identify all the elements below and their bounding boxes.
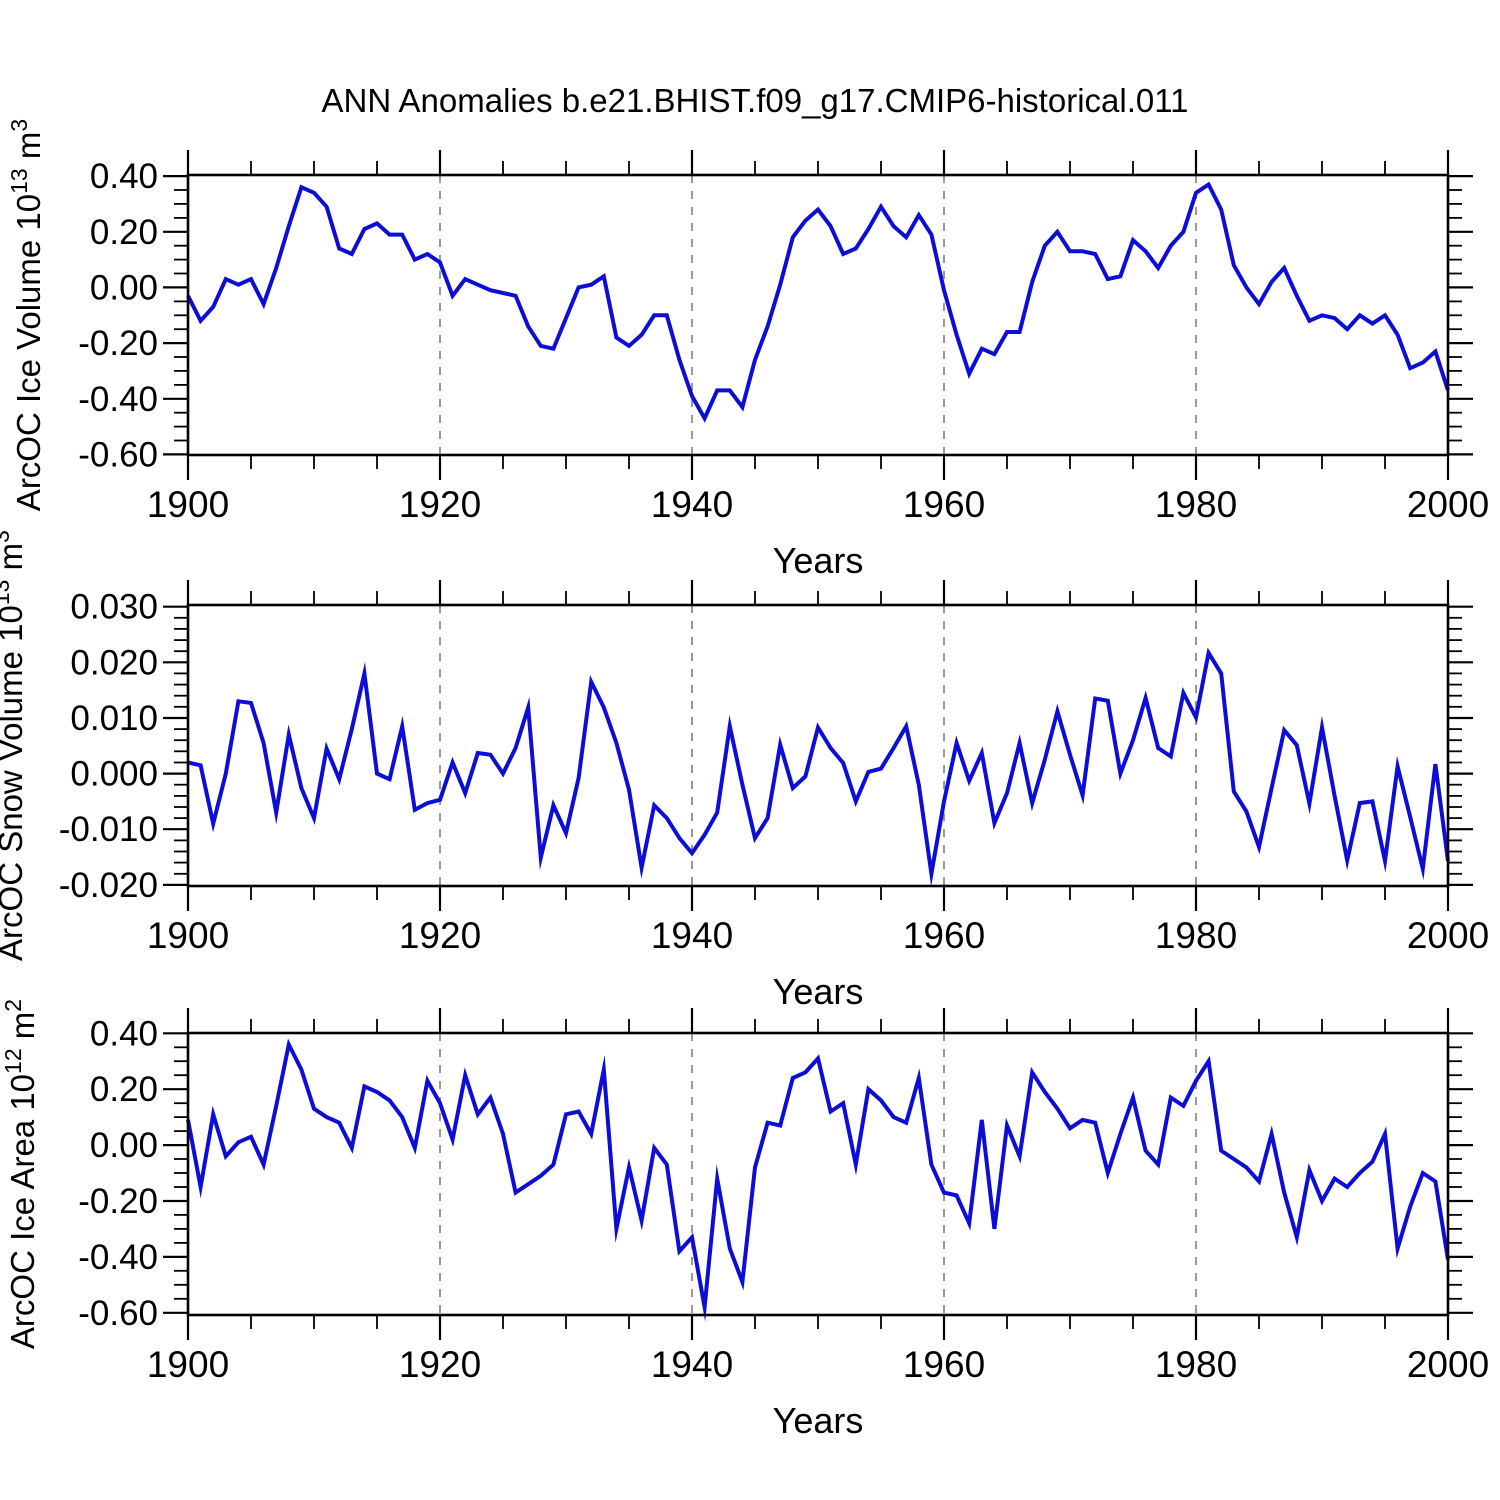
y-tick-label: -0.40 [78,380,158,419]
x-tick-label: 2000 [1407,1344,1489,1385]
panel-ice-volume: 1900 1920 1940 1960 1980 2000 0.40 0.20 0.00 -0.2… [6,119,1489,581]
y-tick-label: -0.20 [78,1182,158,1221]
x-tick-label: 1900 [147,484,229,525]
figure-title: ANN Anomalies b.e21.BHIST.f09_g17.CMIP6-… [322,82,1189,119]
y-tick-label: -0.60 [78,435,158,474]
y-tick-label: 0.000 [70,755,158,794]
ice-area-line [186,1038,1450,1322]
y-tick-label: 0.010 [70,699,158,738]
y-tick-label: -0.40 [78,1238,158,1277]
x-tick-label: 2000 [1407,484,1489,525]
x-tick-label: 1920 [399,915,481,956]
x-tick-label: 1920 [399,1344,481,1385]
x-tick-label: 1920 [399,484,481,525]
y-tick-label: 0.40 [90,1014,158,1053]
panel-ice-area: 1900 1920 1940 1960 1980 2000 0.40 0.20 0.00 -0.2… [0,999,1489,1441]
x-tick-label: 1980 [1155,484,1237,525]
y-tick-label: 0.20 [90,1070,158,1109]
y-tick-label: 0.00 [90,1126,158,1165]
x-axis-title: Years [773,971,864,1012]
y-tick-label: 0.030 [70,588,158,627]
x-tick-label: 1960 [903,915,985,956]
y-tick-label: -0.60 [78,1294,158,1333]
x-axis-title: Years [773,1400,864,1441]
x-tick-label: 1980 [1155,915,1237,956]
x-tick-label: 1980 [1155,1344,1237,1385]
x-tick-label: 2000 [1407,915,1489,956]
x-tick-label: 1960 [903,484,985,525]
y-tick-label: 0.00 [90,268,158,307]
chart-panels: 1900 1920 1940 1960 1980 2000 0.40 0.20 0.00 -0.2… [0,119,1489,1441]
y-tick-label: 0.20 [90,213,158,252]
y-tick-label: 0.40 [90,157,158,196]
y-tick-label: -0.010 [59,810,158,849]
x-tick-label: 1940 [651,484,733,525]
y-tick-label: -0.020 [59,866,158,905]
y-tick-label: -0.20 [78,324,158,363]
x-axis-title: Years [773,540,864,581]
x-tick-label: 1960 [903,1344,985,1385]
snow-volume-line [187,647,1450,887]
x-tick-label: 1900 [147,915,229,956]
y-tick-label: 0.020 [70,643,158,682]
x-tick-label: 1940 [651,915,733,956]
ice-volume-line [186,181,1450,423]
x-tick-label: 1900 [147,1344,229,1385]
x-tick-label: 1940 [651,1344,733,1385]
